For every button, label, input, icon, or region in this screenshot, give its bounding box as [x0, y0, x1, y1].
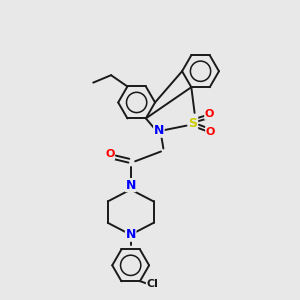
Text: O: O: [205, 109, 214, 119]
Text: Cl: Cl: [146, 279, 158, 289]
Text: O: O: [105, 149, 115, 160]
Text: O: O: [206, 127, 215, 136]
Text: N: N: [125, 178, 136, 192]
Text: N: N: [154, 124, 164, 137]
Text: S: S: [189, 117, 198, 130]
Text: N: N: [125, 228, 136, 241]
